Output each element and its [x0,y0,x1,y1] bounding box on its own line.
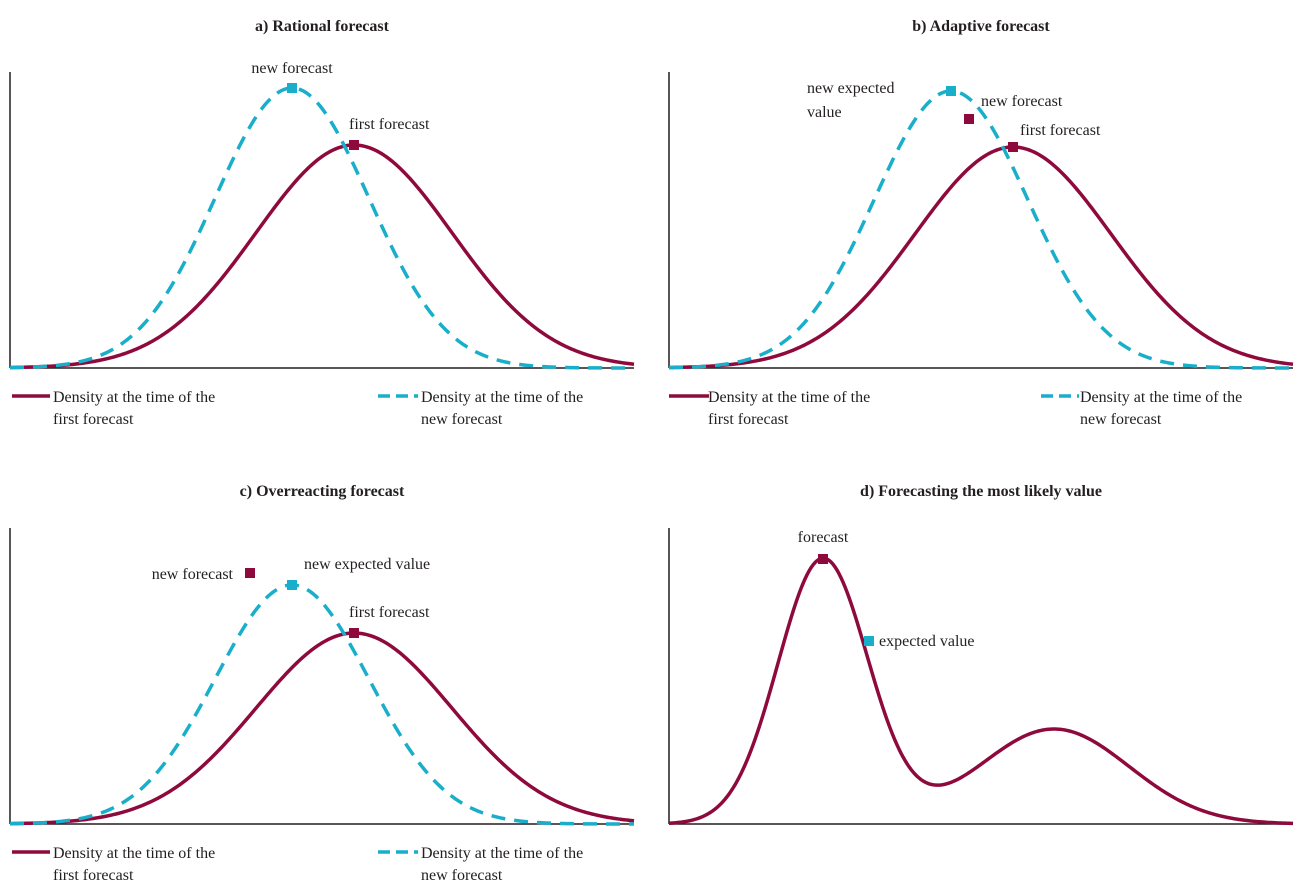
first-density-curve [9,631,635,826]
legend-new-text-2: new forecast [1080,411,1162,428]
bimodal-density-curve [668,556,1294,826]
panel-a: a) Rational forecast new forecast first … [0,0,636,440]
first-density-curve [9,143,635,370]
panel-b: b) Adaptive forecast new expected value … [659,0,1295,440]
new-forecast-label: new forecast [152,566,234,583]
first-forecast-marker [349,140,359,150]
panel-c-title: c) Overreacting forecast [240,483,405,500]
first-forecast-label: first forecast [349,116,430,133]
forecast-marker [818,554,828,564]
panel-b-title: b) Adaptive forecast [912,18,1050,35]
new-expected-value-marker [287,580,297,590]
forecast-label: forecast [798,529,849,546]
legend-first-text: Density at the time of the [53,389,215,406]
new-expected-value-label: new expected [807,80,895,97]
expected-value-marker [864,636,874,646]
new-density-curve [9,583,634,826]
first-forecast-label: first forecast [1020,122,1101,139]
panel-d-title: d) Forecasting the most likely value [860,483,1102,500]
legend-new-text-2: new forecast [421,411,503,428]
first-forecast-marker [349,628,359,638]
panel-c-svg: c) Overreacting forecast new forecast ne… [9,483,635,884]
legend-first-text-2: first forecast [53,411,134,428]
first-forecast-label: first forecast [349,604,430,621]
new-forecast-label: new forecast [251,60,333,77]
new-forecast-marker [964,114,974,124]
panel-a-svg: a) Rational forecast new forecast first … [9,18,635,428]
legend-new-text: Density at the time of the [1080,389,1242,406]
legend-first-text: Density at the time of the [53,845,215,862]
legend-first-text-2: first forecast [53,867,134,884]
legend-new-text: Density at the time of the [421,389,583,406]
expected-value-label: expected value [879,633,975,650]
new-density-curve [9,86,635,370]
legend-new-text: Density at the time of the [421,845,583,862]
new-forecast-marker [245,568,255,578]
legend-first-text: Density at the time of the [708,389,870,406]
legend-first-text-2: first forecast [708,411,789,428]
new-expected-value-label: new expected value [304,556,430,573]
panel-b-svg: b) Adaptive forecast new expected value … [668,18,1294,428]
new-forecast-marker [287,83,297,93]
new-expected-value-label-2: value [807,104,842,121]
panel-d: d) Forecasting the most likely value for… [659,456,1295,896]
new-density-curve [668,89,1294,370]
first-density-curve [668,145,1294,370]
panel-a-title: a) Rational forecast [255,18,390,35]
panel-d-svg: d) Forecasting the most likely value for… [668,483,1294,826]
first-forecast-marker [1008,142,1018,152]
new-forecast-label: new forecast [981,93,1063,110]
panel-c: c) Overreacting forecast new forecast ne… [0,456,636,896]
new-expected-value-marker [946,86,956,96]
legend-new-text-2: new forecast [421,867,503,884]
